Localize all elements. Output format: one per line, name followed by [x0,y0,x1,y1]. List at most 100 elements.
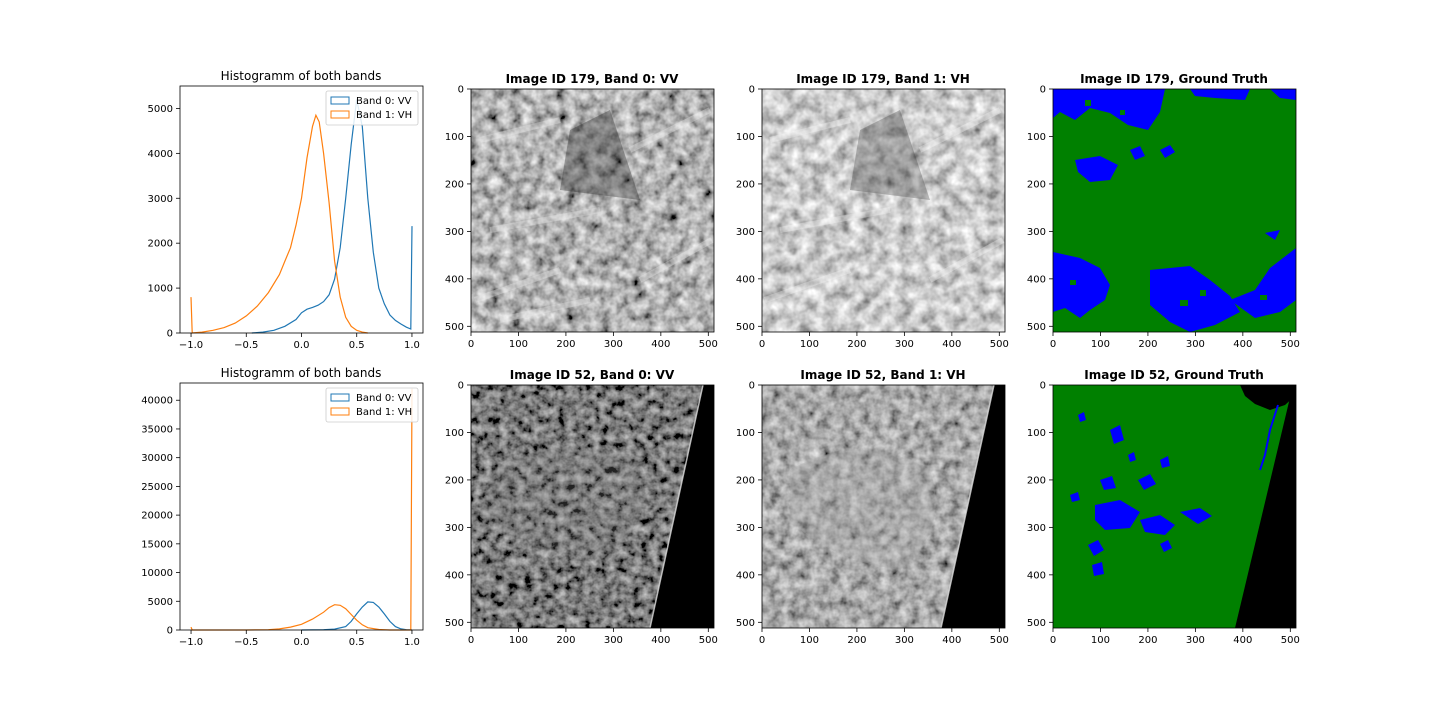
image-52-vh-ytick-label: 400 [736,570,755,581]
image-52-vv-xtick-label: 200 [556,635,575,646]
image-179-vh-xtick-label: 400 [942,339,961,350]
image-179-gt-ytick-label: 100 [1027,132,1046,143]
image-52-gt-axes: 0 100 200 300 400 500 0 100 200 300 400 500 [1027,381,1300,647]
hist-2-ytick-label: 40000 [141,396,173,407]
image-52-vh-xtick-label: 0 [759,635,765,646]
image-axes: 0 100 200 300 400 500 0 100 200 300 400 500 0 100 200 3… [445,85,1300,647]
image-52-vv-xtick-label: 0 [468,635,474,646]
hist-1-title: Histogramm of both bands [221,69,382,83]
image-52-vh-ytick-label: 300 [736,523,755,534]
image-179-gt-xtick-label: 500 [1281,339,1300,350]
hist-2-xtick-label: 1.0 [404,637,420,648]
hist-2-legend-swatch [330,393,350,402]
image-179-gt-ytick-label: 200 [1027,179,1046,190]
image-52-vv-raster [471,384,714,629]
image-52-vh-xtick-label: 200 [847,635,866,646]
image-52-gt-ytick-label: 200 [1027,475,1046,486]
hist-1-plot: −1.0 −0.5 0.0 0.5 1.0 0 1000 2000 3000 4000 5000 Ba… [148,85,424,351]
image-52-vh-title: Image ID 52, Band 1: VH [800,368,965,382]
image-179-vv-axes: 0 100 200 300 400 500 0 100 200 300 400 500 [445,85,718,351]
image-179-vh-ytick-label: 500 [736,322,755,333]
image-52-vh-xtick-label: 500 [990,635,1009,646]
hist-2-ytick-label: 5000 [148,597,173,608]
image-179-vh-ytick-label: 300 [736,227,755,238]
image-179-vv-ytick-label: 100 [445,132,464,143]
hist-1-ytick-label: 3000 [148,194,173,205]
image-179-gt-ytick-label: 0 [1040,85,1046,96]
hist-1-ytick-label: 4000 [148,149,173,160]
image-52-vh-raster [762,384,1005,629]
image-52-vv-xtick-label: 400 [651,635,670,646]
image-179-gt-ytick-label: 400 [1027,274,1046,285]
image-52-vh-ytick-label: 100 [736,428,755,439]
image-52-vv-ytick-label: 100 [445,428,464,439]
image-52-vv-ytick-label: 400 [445,570,464,581]
hist-1-legend-label: Band 1: VH [356,110,412,121]
hist-2-title: Histogramm of both bands [221,366,382,380]
image-52-gt-xtick-label: 500 [1281,635,1300,646]
image-179-vh-xtick-label: 500 [990,339,1009,350]
image-52-gt-ytick-label: 300 [1027,523,1046,534]
image-179-vh-ytick-label: 0 [749,85,755,96]
image-179-vh-xtick-label: 100 [800,339,819,350]
hist-1-ytick-label: 0 [167,329,173,340]
image-52-gt-xtick-label: 0 [1050,635,1056,646]
image-52-gt-ytick-label: 500 [1027,618,1046,629]
hist-1-xtick-label: −0.5 [234,340,258,351]
image-179-vv-ytick-label: 200 [445,179,464,190]
hist-2-ytick-label: 0 [167,626,173,637]
image-52-gt-raster [1053,385,1296,628]
image-52-gt-xtick-label: 100 [1091,635,1110,646]
image-179-gt-xtick-label: 0 [1050,339,1056,350]
hist-1-xtick-label: −1.0 [179,340,203,351]
image-179-vh-xtick-label: 300 [895,339,914,350]
image-179-gt-frame [1052,88,1297,333]
hist-2-legend-label: Band 0: VV [356,393,412,404]
image-179-gt-ytick-label: 300 [1027,227,1046,238]
image-52-vh-ytick-label: 0 [749,381,755,392]
image-179-vv-xtick-label: 500 [699,339,718,350]
image-52-vv-xtick-label: 100 [509,635,528,646]
image-179-vv-ytick-label: 500 [445,322,464,333]
image-179-gt-axes: 0 100 200 300 400 500 0 100 200 300 400 500 [1027,85,1300,351]
image-179-vh-title: Image ID 179, Band 1: VH [796,72,970,86]
image-52-vh-axes: 0 100 200 300 400 500 0 100 200 300 400 500 [736,381,1009,647]
image-179-vh-xtick-label: 0 [759,339,765,350]
image-52-vh-xtick-label: 100 [800,635,819,646]
hist-1-legend-label: Band 0: VV [356,96,412,107]
image-179-gt-raster [1053,89,1296,332]
image-52-vh-ytick-label: 200 [736,475,755,486]
hist-1-series-vh [190,113,368,334]
hist-1-ytick-label: 2000 [148,239,173,250]
hist-1-xtick-label: 1.0 [404,340,420,351]
image-179-vh-axes: 0 100 200 300 400 500 0 100 200 300 400 500 [736,85,1009,351]
hist-2-series-vh [190,388,413,631]
hist-2-ytick-label: 25000 [141,482,173,493]
image-179-gt-xtick-label: 200 [1138,339,1157,350]
image-179-vv-xtick-label: 400 [651,339,670,350]
image-179-gt-ytick-label: 500 [1027,322,1046,333]
hist-2-ytick-label: 35000 [141,424,173,435]
image-52-vh-ytick-label: 500 [736,618,755,629]
hist-1-legend: Band 0: VV Band 1: VH [325,90,419,126]
image-52-gt-xtick-label: 200 [1138,635,1157,646]
image-52-gt-title: Image ID 52, Ground Truth [1084,368,1263,382]
hist-2-ytick-label: 10000 [141,568,173,579]
hist-1-ytick-label: 5000 [148,104,173,115]
image-179-vv-raster [471,89,714,332]
image-52-vv-xtick-label: 500 [699,635,718,646]
image-179-vv-xtick-label: 0 [468,339,474,350]
image-179-vv-ytick-label: 400 [445,274,464,285]
hist-2-ytick-label: 30000 [141,453,173,464]
image-52-vv-ytick-label: 200 [445,475,464,486]
image-179-vh-ytick-label: 400 [736,274,755,285]
image-179-vv-title: Image ID 179, Band 0: VV [506,72,680,86]
hist-1-legend-swatch [330,96,350,105]
image-52-vv-frame [470,384,715,629]
image-52-vv-ytick-label: 500 [445,618,464,629]
hist-1-xtick-label: 0.5 [349,340,365,351]
hist-1-ytick-label: 1000 [148,284,173,295]
image-52-gt-ytick-label: 0 [1040,381,1046,392]
image-52-vv-title: Image ID 52, Band 0: VV [510,368,675,382]
